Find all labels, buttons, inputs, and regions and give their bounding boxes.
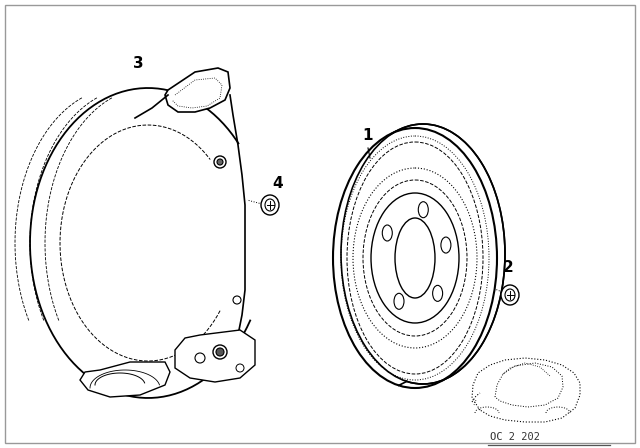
Text: OC 2 202: OC 2 202 <box>490 432 540 442</box>
Polygon shape <box>30 88 250 398</box>
Polygon shape <box>165 68 230 112</box>
Text: 3: 3 <box>132 56 143 71</box>
Text: 2: 2 <box>502 260 513 275</box>
Ellipse shape <box>216 348 224 356</box>
Ellipse shape <box>501 285 519 305</box>
Polygon shape <box>175 330 255 382</box>
Ellipse shape <box>214 156 226 168</box>
Ellipse shape <box>333 128 497 388</box>
Ellipse shape <box>195 353 205 363</box>
Ellipse shape <box>505 289 515 301</box>
Ellipse shape <box>371 193 459 323</box>
Ellipse shape <box>261 195 279 215</box>
Ellipse shape <box>265 199 275 211</box>
Text: 4: 4 <box>273 176 284 191</box>
Polygon shape <box>472 358 580 422</box>
Ellipse shape <box>217 159 223 165</box>
Ellipse shape <box>236 364 244 372</box>
Text: 1: 1 <box>363 128 373 143</box>
Ellipse shape <box>395 218 435 298</box>
Polygon shape <box>80 362 170 397</box>
Ellipse shape <box>233 296 241 304</box>
Ellipse shape <box>213 345 227 359</box>
